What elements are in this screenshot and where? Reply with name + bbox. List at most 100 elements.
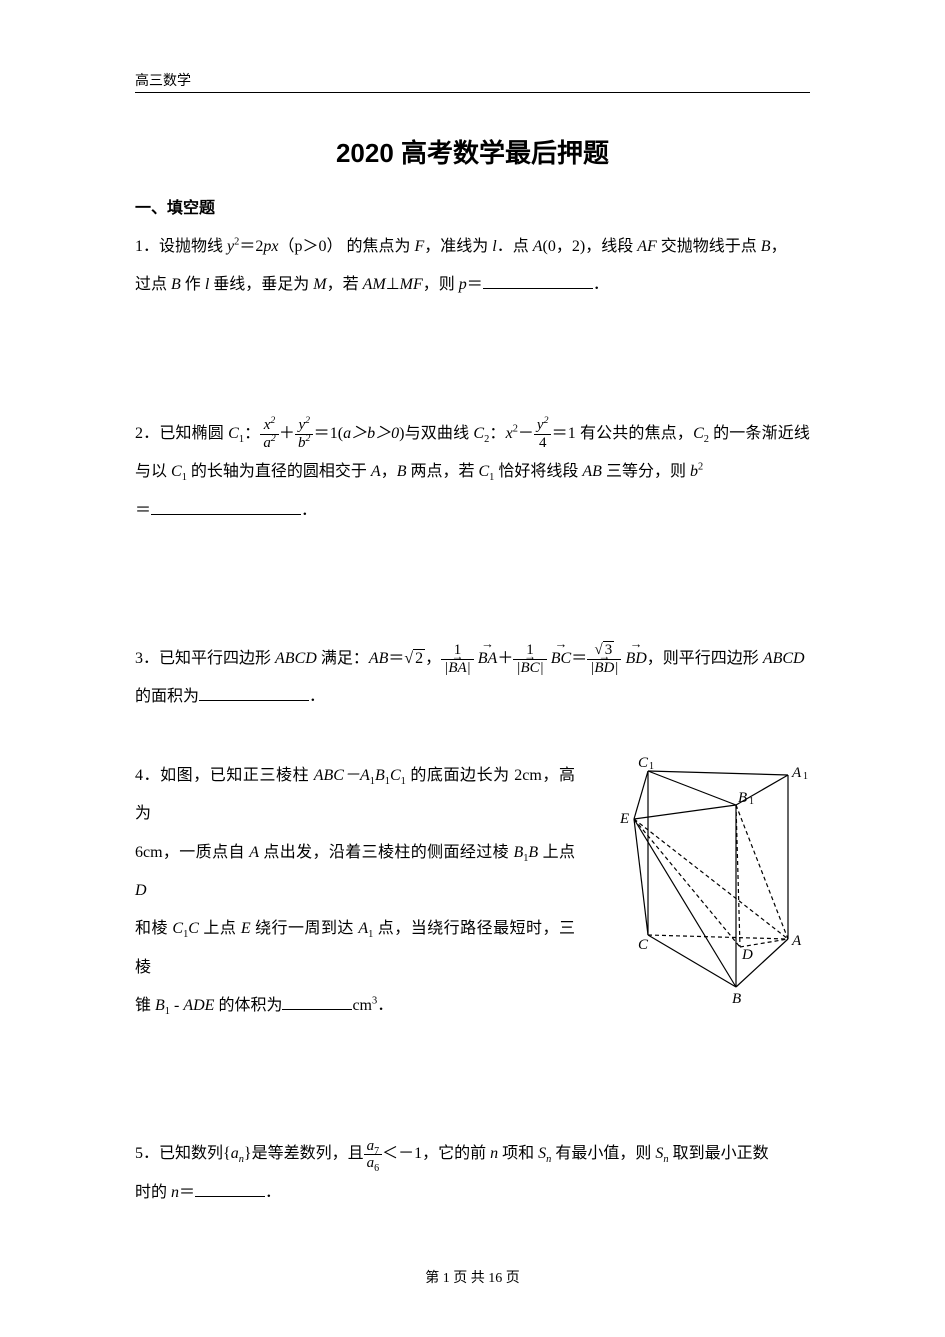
var-p: p xyxy=(459,276,467,293)
page-title: 2020 高考数学最后押题 xyxy=(135,133,810,170)
vecBC: BC xyxy=(551,640,571,678)
text: 交抛物线于点 xyxy=(657,238,761,255)
section-heading: 一、填空题 xyxy=(135,194,810,218)
text: 绕行一周到达 xyxy=(251,920,359,937)
footer-suf: 页 xyxy=(502,1271,520,1286)
s: 6 xyxy=(374,1163,379,1174)
text: 锥 xyxy=(135,997,155,1014)
text: ． xyxy=(309,688,325,705)
a: a xyxy=(263,435,271,451)
var-B: B xyxy=(761,238,771,255)
var-M: M xyxy=(313,276,326,293)
text: （p＞0） xyxy=(278,238,342,255)
var-F: F xyxy=(415,238,425,255)
problem-4: C1 A1 B1 E C A B D 4．如图，已知正三棱柱 ABC－A1B1C… xyxy=(135,757,810,1026)
text: ＝ xyxy=(135,502,151,519)
var-MF: MF xyxy=(400,276,423,293)
var-C2: C xyxy=(693,425,704,442)
plus: ＋ xyxy=(497,650,513,667)
text: 和棱 xyxy=(135,920,172,937)
var-A: A xyxy=(533,238,543,255)
page-footer: 第 1 页 共 16 页 xyxy=(0,1267,945,1287)
problem-number: 5． xyxy=(135,1145,159,1162)
ADE: ADE xyxy=(183,997,214,1014)
eq: ＝ xyxy=(388,650,404,667)
answer-blank xyxy=(151,499,301,515)
problem-5: 5．已知数列{an}是等差数列，且a7a6＜－1，它的前 n 项和 Sn 有最小… xyxy=(135,1135,810,1212)
sqrt2: 2 xyxy=(404,640,425,678)
problem-number: 1． xyxy=(135,238,159,255)
text: 点出发，沿着三棱柱的侧面经过棱 xyxy=(259,844,513,861)
y: y xyxy=(537,417,544,433)
lbl-A1: A xyxy=(791,765,802,781)
C: C xyxy=(188,920,199,937)
text: 已知平行四边形 xyxy=(159,650,275,667)
var-C1: C xyxy=(228,425,239,442)
text: 时的 xyxy=(135,1184,171,1201)
text: ． xyxy=(593,276,609,293)
text: ，则 xyxy=(423,276,459,293)
frac2: 1|BC| xyxy=(513,642,546,676)
lbl-A: A xyxy=(791,933,802,949)
var-B: B xyxy=(171,276,181,293)
text: 的长轴为直径的圆相交于 xyxy=(187,463,371,480)
vecBC: BC xyxy=(520,660,539,677)
text: ． xyxy=(377,997,393,1014)
frac3: 3|BD| xyxy=(587,642,621,676)
text: ，若 xyxy=(327,276,363,293)
A: A xyxy=(249,844,259,861)
text: 设抛物线 xyxy=(159,238,227,255)
var-px: px xyxy=(263,238,278,255)
BB: B xyxy=(513,844,523,861)
text: 过点 xyxy=(135,276,171,293)
text: ： xyxy=(489,425,505,442)
cond: a＞b＞0 xyxy=(343,425,399,442)
text: ＝1 有公共的焦点， xyxy=(551,425,693,442)
text: ，线段 xyxy=(585,238,637,255)
lbl-B1: B xyxy=(738,790,747,806)
rad: 2 xyxy=(413,649,425,667)
lbl-E: E xyxy=(620,811,629,827)
footer-pre: 第 xyxy=(425,1271,443,1286)
problem-4-text: 4．如图，已知正三棱柱 ABC－A1B1C1 的底面边长为 2cm，高为 6cm… xyxy=(135,757,575,1026)
lbl-D: D xyxy=(741,947,753,963)
lbl-B: B xyxy=(732,991,741,1007)
B: B xyxy=(528,844,538,861)
text: ． xyxy=(265,1184,281,1201)
text: 上点 xyxy=(538,844,575,861)
C1: C xyxy=(390,767,401,784)
D: D xyxy=(135,882,147,899)
n: n xyxy=(171,1184,179,1201)
text: － xyxy=(518,425,534,442)
an: a xyxy=(231,1145,239,1162)
text: ，它的前 xyxy=(422,1145,490,1162)
var-C1: C xyxy=(479,463,490,480)
problem-number: 4． xyxy=(135,767,160,784)
header-subject: 高三数学 xyxy=(135,70,810,90)
text: }是等差数列，且 xyxy=(244,1145,364,1162)
prism: ABC－A xyxy=(314,767,370,784)
text: ． xyxy=(301,502,317,519)
sq: 2 xyxy=(698,462,703,473)
page-num: 1 xyxy=(443,1271,450,1286)
text: 项和 xyxy=(498,1145,538,1162)
perp: ⊥ xyxy=(386,276,400,293)
vecBA: BA xyxy=(448,660,466,677)
four: 4 xyxy=(534,434,552,452)
text: 恰好将线段 xyxy=(494,463,582,480)
text: ＝ xyxy=(467,276,483,293)
text: 已知椭圆 xyxy=(159,425,228,442)
AB: AB xyxy=(369,650,389,667)
text: 的焦点为 xyxy=(342,238,414,255)
text: ，则平行四边形 xyxy=(647,650,763,667)
var-C1: C xyxy=(171,463,182,480)
text: 的面积为 xyxy=(135,688,199,705)
svg-text:1: 1 xyxy=(749,796,754,807)
dash: - xyxy=(170,997,183,1014)
svg-text:1: 1 xyxy=(649,761,654,772)
vecBA: BA xyxy=(478,640,498,678)
B1: B xyxy=(155,997,165,1014)
page-total: 16 xyxy=(488,1271,502,1286)
vecBD: BD xyxy=(625,640,646,678)
Sn: S xyxy=(538,1145,546,1162)
